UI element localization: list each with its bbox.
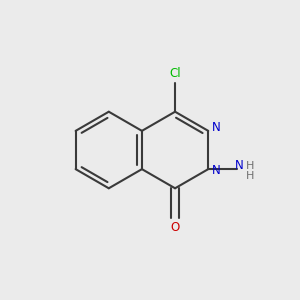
Text: N: N	[212, 164, 220, 177]
Text: N: N	[212, 122, 220, 134]
Text: Cl: Cl	[169, 67, 181, 80]
Text: O: O	[170, 221, 180, 234]
Text: H: H	[246, 171, 255, 181]
Text: H: H	[246, 160, 255, 171]
Text: N: N	[235, 159, 243, 172]
